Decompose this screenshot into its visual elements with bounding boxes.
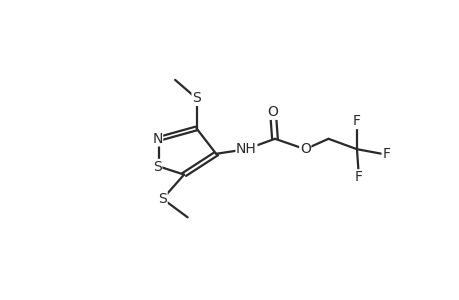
Text: O: O	[267, 105, 278, 119]
Text: S: S	[192, 92, 201, 105]
Text: S: S	[152, 160, 162, 173]
Text: S: S	[158, 192, 167, 206]
Text: NH: NH	[235, 142, 256, 156]
Text: F: F	[381, 147, 389, 161]
Text: F: F	[354, 170, 362, 184]
Text: O: O	[299, 142, 310, 156]
Text: N: N	[152, 132, 162, 146]
Text: F: F	[352, 115, 360, 128]
